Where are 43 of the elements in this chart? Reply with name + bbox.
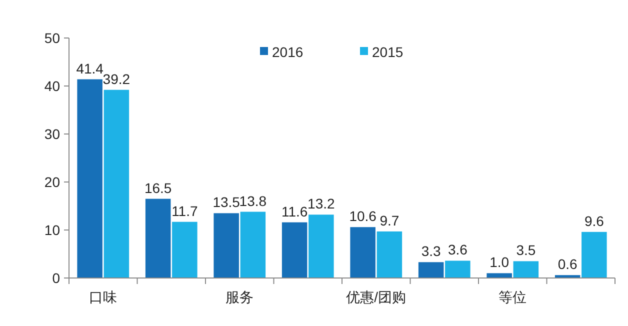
data-label: 9.7 bbox=[380, 212, 400, 228]
x-tick-label: 等位 bbox=[498, 289, 527, 305]
y-tick-label: 50 bbox=[44, 30, 60, 46]
data-label: 0.6 bbox=[558, 256, 578, 272]
bar bbox=[240, 212, 266, 278]
x-tick-label: 服务 bbox=[226, 289, 254, 305]
y-tick-label: 30 bbox=[44, 126, 60, 142]
data-label: 10.6 bbox=[349, 208, 377, 224]
data-label: 11.6 bbox=[281, 203, 308, 220]
bar bbox=[486, 273, 512, 278]
data-label: 3.5 bbox=[516, 242, 536, 258]
data-label: 3.3 bbox=[421, 243, 442, 260]
data-label: 9.6 bbox=[584, 212, 604, 229]
bar bbox=[172, 222, 198, 278]
data-label: 13.5 bbox=[212, 194, 240, 210]
bar bbox=[582, 232, 607, 278]
data-label: 16.5 bbox=[144, 180, 172, 196]
y-tick-label: 10 bbox=[44, 222, 60, 238]
bar bbox=[513, 261, 539, 278]
data-label: 13.8 bbox=[239, 192, 267, 209]
data-label: 1.0 bbox=[490, 254, 510, 270]
bar bbox=[350, 227, 376, 278]
legend-label: 2015 bbox=[372, 44, 404, 60]
data-label: 3.6 bbox=[448, 242, 468, 258]
bar bbox=[308, 214, 334, 278]
bar bbox=[282, 222, 308, 278]
y-tick-label: 20 bbox=[44, 174, 60, 190]
y-tick-label: 0 bbox=[52, 270, 60, 286]
data-label: 13.2 bbox=[308, 196, 336, 212]
bar bbox=[145, 198, 171, 278]
x-tick-label: 优惠/团购 bbox=[346, 289, 406, 305]
bar bbox=[445, 260, 470, 278]
data-label: 11.7 bbox=[172, 202, 198, 219]
data-label: 39.2 bbox=[102, 70, 130, 87]
bar bbox=[214, 213, 239, 278]
x-tick-label: 口味 bbox=[89, 289, 118, 305]
y-tick-label: 40 bbox=[44, 78, 60, 94]
data-label: 41.4 bbox=[76, 60, 104, 76]
bar bbox=[77, 79, 102, 278]
legend-label: 2016 bbox=[272, 44, 304, 60]
bar bbox=[418, 262, 444, 278]
bar bbox=[104, 90, 130, 278]
bar bbox=[376, 231, 402, 278]
